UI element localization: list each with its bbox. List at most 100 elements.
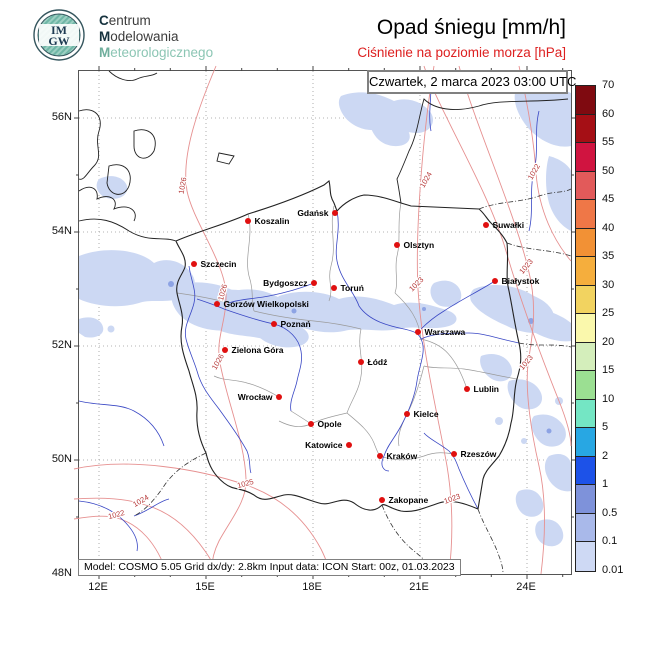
colorbar-tick-label: 0.01 (602, 564, 624, 576)
colorbar-segment (576, 456, 595, 486)
coastline-layer (78, 70, 569, 242)
city-marker (222, 347, 228, 353)
city-label: Wrocław (238, 392, 273, 402)
colorbar-tick-label: 25 (602, 307, 615, 320)
city-marker (311, 280, 317, 286)
city-label: Kielce (414, 409, 439, 419)
colorbar-tick-label: 55 (602, 136, 615, 149)
city-label: Warszawa (425, 327, 466, 337)
org-line-3: Meteorologicznego (99, 45, 214, 60)
city-label: Szczecin (201, 259, 237, 269)
city-marker (346, 442, 352, 448)
rivers-layer (78, 70, 540, 552)
org-line-2: Modelowania (99, 29, 179, 44)
foreign-borders-layer (133, 188, 572, 575)
colorbar-segment (576, 513, 595, 543)
isobar-label: 1024 (418, 170, 434, 189)
city-marker (404, 411, 410, 417)
colorbar-tick-label: 2 (602, 449, 609, 462)
logo-band (39, 24, 79, 46)
colorbar-segment (576, 171, 595, 201)
colorbar-segment (576, 399, 595, 429)
city-marker (191, 261, 197, 267)
colorbar-segment (576, 428, 595, 457)
city-marker (271, 321, 277, 327)
snowfall-layer (79, 85, 571, 547)
city-marker (214, 301, 220, 307)
isobar-label: 1023 (407, 275, 425, 293)
org-line-1: Centrum (99, 13, 151, 28)
city-label: Rzeszów (461, 449, 497, 459)
city-marker (331, 285, 337, 291)
map-frame: 1026 1026 1026 1024 1022 1023 1023 1023 1023 1025… (73, 65, 576, 579)
y-tick-label: 50N (51, 453, 72, 465)
colorbar-tick-label: 5 (602, 421, 609, 434)
city-marker (276, 394, 282, 400)
colorbar-tick-label: 20 (602, 335, 615, 348)
x-tick-label: 12E (88, 581, 108, 593)
colorbar-segment (576, 257, 595, 286)
city-label: Zakopane (389, 495, 429, 505)
colorbar-tick-label: 35 (602, 250, 615, 263)
colorbar-segment (576, 485, 595, 514)
city-marker (451, 451, 457, 457)
city-marker (394, 242, 400, 248)
city-label: Łódź (368, 357, 388, 367)
isobar-label: 1026 (177, 177, 189, 195)
colorbar-segment (576, 114, 595, 144)
page-subtitle: Ciśnienie na poziomie morza [hPa] (357, 45, 566, 60)
isobar-label: 1025 (236, 477, 254, 490)
colorbar-tick-label: 0.1 (602, 535, 618, 548)
city-marker (483, 222, 489, 228)
colorbar-segment (576, 542, 595, 571)
city-marker (245, 218, 251, 224)
colorbar-segment (576, 228, 595, 258)
colorbar-segment (576, 371, 595, 400)
city-label: Lublin (474, 384, 500, 394)
colorbar-segment (576, 86, 595, 115)
colorbar-tick-label: 0.5 (602, 506, 618, 519)
colorbar-segment (576, 143, 595, 172)
x-tick-label: 21E (409, 581, 429, 593)
city-marker (332, 210, 338, 216)
city-label: Olsztyn (404, 240, 435, 250)
isobar-label: 1022 (526, 162, 542, 181)
city-label: Zielona Góra (232, 345, 284, 355)
city-label: Koszalin (255, 216, 290, 226)
colorbar-tick-label: 45 (602, 193, 615, 206)
snowfall-heavier-layer (168, 281, 552, 434)
colorbar-tick-label: 50 (602, 164, 615, 177)
city-label: Katowice (305, 440, 343, 450)
city-marker (377, 453, 383, 459)
x-tick-label: 18E (302, 581, 322, 593)
cities-layer: Koszalin Gdańsk Suwałki Szczecin Olsztyn Bydg… (191, 208, 540, 505)
x-tick-label: 24E (516, 581, 536, 593)
y-tick-label: 52N (51, 339, 72, 351)
logo-text-top: IM (51, 23, 67, 37)
city-label: Toruń (341, 283, 364, 293)
city-marker (492, 278, 498, 284)
colorbar (575, 85, 596, 572)
city-label: Bydgoszcz (263, 278, 307, 288)
city-marker (308, 421, 314, 427)
colorbar-segment (576, 342, 595, 372)
y-tick-label: 48N (51, 567, 72, 579)
colorbar-segment (576, 200, 595, 229)
isobar-label: 1026 (210, 352, 226, 371)
imgw-logo: IM GW (33, 9, 85, 61)
city-label: Kraków (387, 451, 418, 461)
y-tick-label: 54N (51, 225, 72, 237)
colorbar-segment (576, 314, 595, 343)
city-label: Gdańsk (297, 208, 328, 218)
city-marker (415, 329, 421, 335)
isobar-layer (73, 65, 572, 575)
model-info-box: Model: COSMO 5.05 Grid dx/dy: 2.8km Inpu… (78, 559, 461, 576)
page-title: Opad śniegu [mm/h] (376, 16, 566, 39)
isobar-label: 1023 (517, 257, 535, 276)
borders-layer (175, 180, 522, 512)
city-label: Gorzów Wielkopolski (224, 299, 309, 309)
organization-name: Centrum Modelowania Meteorologicznego (99, 13, 213, 61)
city-marker (379, 497, 385, 503)
